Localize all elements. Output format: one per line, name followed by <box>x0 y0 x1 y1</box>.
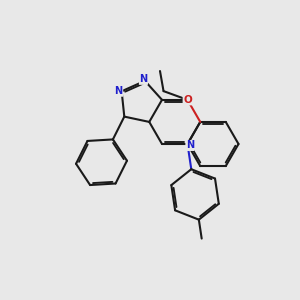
Text: N: N <box>115 86 123 96</box>
Text: N: N <box>186 140 194 151</box>
Text: O: O <box>183 95 192 105</box>
Text: N: N <box>140 74 148 84</box>
